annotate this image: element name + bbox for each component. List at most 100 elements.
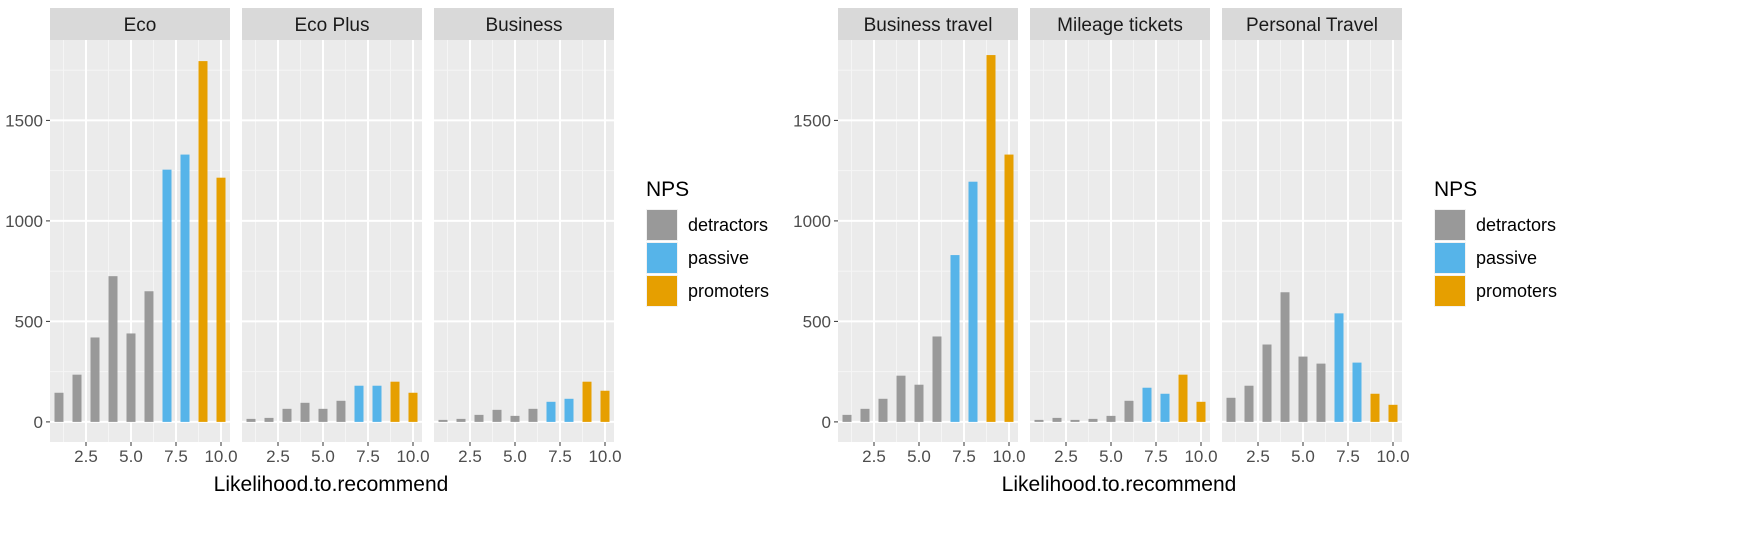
bar <box>1070 419 1080 422</box>
bar <box>456 418 466 422</box>
bar <box>90 337 100 422</box>
bar <box>180 154 190 422</box>
x-tick-label: 5.0 <box>907 447 931 466</box>
bar <box>1280 292 1290 422</box>
bar <box>72 374 82 422</box>
facet-strip <box>50 8 230 40</box>
bar <box>108 276 118 422</box>
facet-strip <box>1222 8 1402 40</box>
bar <box>1352 362 1362 422</box>
y-tick-label: 500 <box>803 312 831 331</box>
bar <box>1388 404 1398 422</box>
bar <box>54 392 64 422</box>
legend-swatch <box>1435 243 1465 273</box>
bar <box>1178 374 1188 422</box>
facet-label: Eco Plus <box>295 15 370 36</box>
bar <box>546 401 556 422</box>
bar <box>1088 418 1098 422</box>
bar <box>438 419 448 422</box>
bar <box>1298 356 1308 422</box>
legend-title: NPS <box>646 178 689 201</box>
x-tick-label: 5.0 <box>1291 447 1315 466</box>
legend-swatch <box>647 243 677 273</box>
bar <box>300 402 310 422</box>
facet-panel: Business 2.5 5.0 7.5 10.0 <box>434 8 622 466</box>
x-tick-label: 7.5 <box>356 447 380 466</box>
facet-strip <box>242 8 422 40</box>
bar <box>932 336 942 422</box>
chart-1: Eco 2.5 5.0 7.5 10.0 0 500 1000 1500 Eco Plus 2.5 5… <box>5 8 769 496</box>
legend-swatch <box>1435 210 1465 240</box>
bar <box>1124 400 1134 422</box>
x-tick-label: 10.0 <box>1184 447 1217 466</box>
y-tick-label: 0 <box>822 413 831 432</box>
bar <box>264 417 274 422</box>
x-tick-label: 7.5 <box>164 447 188 466</box>
y-tick-label: 1500 <box>5 111 43 130</box>
facet-label: Personal Travel <box>1246 15 1378 36</box>
x-tick-label: 7.5 <box>952 447 976 466</box>
bar <box>474 414 484 422</box>
bar <box>878 398 888 422</box>
y-tick-label: 1000 <box>793 212 831 231</box>
bar <box>1160 393 1170 422</box>
legend-label: detractors <box>1476 215 1556 235</box>
facet-label: Eco <box>124 15 157 36</box>
bar <box>390 381 400 422</box>
x-tick-label: 5.0 <box>503 447 527 466</box>
x-tick-label: 10.0 <box>1376 447 1409 466</box>
y-tick-label: 1500 <box>793 111 831 130</box>
facet-strip <box>1030 8 1210 40</box>
bar <box>1004 154 1014 422</box>
x-tick-label: 2.5 <box>862 447 886 466</box>
legend: NPS detractors passive promoters <box>646 178 769 307</box>
legend-title: NPS <box>1434 178 1477 201</box>
bar <box>1334 313 1344 422</box>
x-tick-label: 5.0 <box>119 447 143 466</box>
panel-background <box>1222 40 1402 442</box>
panel-background <box>434 40 614 442</box>
x-axis-title: Likelihood.to.recommend <box>214 473 449 496</box>
y-tick-label: 0 <box>34 413 43 432</box>
facet-strip <box>838 8 1018 40</box>
legend-label: passive <box>1476 248 1537 268</box>
facet-panel: Eco 2.5 5.0 7.5 10.0 0 500 1000 1500 <box>5 8 238 466</box>
facet-panel: Eco Plus 2.5 5.0 7.5 10.0 <box>242 8 430 466</box>
x-tick-label: 7.5 <box>548 447 572 466</box>
bar <box>914 384 924 422</box>
bar <box>950 255 960 422</box>
bar <box>896 375 906 422</box>
legend-label: promoters <box>1476 281 1557 301</box>
x-tick-label: 5.0 <box>1099 447 1123 466</box>
facet-label: Business travel <box>864 15 993 36</box>
x-tick-label: 5.0 <box>311 447 335 466</box>
bar <box>282 408 292 422</box>
x-axis-title: Likelihood.to.recommend <box>1002 473 1237 496</box>
legend-label: passive <box>688 248 749 268</box>
bar <box>842 414 852 422</box>
bar <box>162 169 172 422</box>
bar <box>986 55 996 422</box>
bar <box>372 385 382 422</box>
bar <box>600 390 610 422</box>
x-tick-label: 7.5 <box>1144 447 1168 466</box>
chart-2: Business travel 2.5 5.0 7.5 10.0 0 500 1000 1500… <box>793 8 1557 496</box>
bar <box>126 333 136 422</box>
bar <box>582 381 592 422</box>
x-tick-label: 2.5 <box>266 447 290 466</box>
bar <box>528 408 538 422</box>
legend-label: promoters <box>688 281 769 301</box>
bar <box>318 408 328 422</box>
bar <box>354 385 364 422</box>
bar <box>564 398 574 422</box>
x-tick-label: 2.5 <box>1246 447 1270 466</box>
x-tick-label: 10.0 <box>396 447 429 466</box>
x-tick-label: 10.0 <box>588 447 621 466</box>
bar <box>1370 393 1380 422</box>
x-tick-label: 2.5 <box>1054 447 1078 466</box>
x-tick-label: 10.0 <box>992 447 1025 466</box>
bar <box>1142 387 1152 422</box>
x-tick-label: 7.5 <box>1336 447 1360 466</box>
bar <box>1196 401 1206 422</box>
